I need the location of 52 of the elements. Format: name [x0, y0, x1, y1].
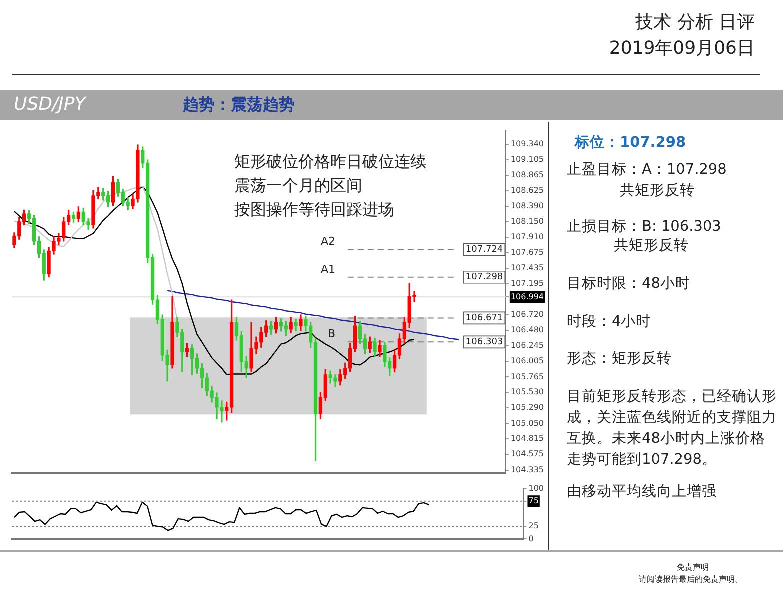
- y-tick-label: 109.340: [510, 140, 544, 149]
- y-tick-label: 105.290: [510, 403, 544, 412]
- text: 形态：矩形反转: [567, 350, 672, 369]
- y-tick-label: 107.675: [510, 248, 544, 257]
- y-tick-label: 108.865: [510, 170, 544, 180]
- y-tick-label: 105.530: [510, 388, 544, 397]
- y-tick-label: 107.435: [510, 264, 544, 273]
- ref-line-label: 106.671: [466, 314, 504, 324]
- text: 时段：4小时: [567, 313, 652, 332]
- y-tick-label: 106.245: [510, 341, 544, 350]
- text: 2019年09月06日: [609, 37, 755, 60]
- ref-line-label: 107.724: [466, 245, 504, 256]
- y-tick-label: 109.105: [510, 154, 544, 164]
- text: 止损目标：B: 106.303: [567, 218, 722, 237]
- y-tick-label: 106.994: [510, 292, 544, 302]
- text: 标位：107.298: [575, 134, 686, 153]
- text: 技术 分析 日评: [636, 11, 755, 34]
- y-tick-label: 104.575: [510, 450, 544, 459]
- text: 共矩形反转: [614, 237, 689, 256]
- y-tick-label: 100: [528, 484, 544, 493]
- annotation: A1: [320, 262, 336, 276]
- chart-title: USD/JPY: [14, 94, 86, 115]
- annotation: 矩形破位价格昨日破位连续: [234, 152, 426, 171]
- y-tick-label: 106.720: [510, 310, 544, 320]
- y-tick-label: 108.625: [510, 186, 544, 196]
- y-tick-label: 25: [528, 522, 539, 531]
- text: 共矩形反转: [620, 182, 695, 201]
- y-tick-label: 108.150: [510, 217, 544, 226]
- annotation: 震荡一个月的区间: [234, 176, 362, 195]
- ref-line-label: 107.298: [466, 272, 504, 283]
- ref-line-label: 106.303: [466, 338, 504, 348]
- chart-subtitle: 趋势：震荡趋势: [183, 95, 295, 116]
- y-tick-label: 107.910: [510, 232, 544, 242]
- text: 由移动平均线向上增强: [567, 483, 717, 502]
- y-tick-label: 105.050: [510, 418, 544, 428]
- text: 请阅读报告最后的免责声明。: [639, 574, 743, 585]
- y-tick-label: 0: [528, 534, 534, 544]
- y-tick-label: 106.005: [510, 356, 544, 366]
- y-tick-label: 105.765: [510, 372, 544, 382]
- text: 止盈目标：A：107.298: [567, 161, 727, 180]
- text: 免责声明: [677, 562, 709, 573]
- text: 目前矩形反转形态，已经确认形成，关注蓝色线附近的支撑阻力互换。未来48小时内上涨价格走势可能到107.298。: [567, 388, 778, 470]
- annotation: 按图操作等待回踩进场: [234, 200, 394, 219]
- y-tick-label: 104.815: [510, 434, 544, 444]
- y-tick-label: 106.480: [510, 326, 544, 335]
- annotation: A2: [320, 235, 336, 248]
- y-tick-label: 108.390: [510, 201, 544, 210]
- y-tick-label: 107.195: [510, 279, 544, 288]
- annotation: B: [328, 328, 336, 341]
- y-tick-label: 75: [528, 496, 539, 506]
- y-tick-label: 104.335: [510, 465, 544, 474]
- text: 目标时限：48小时: [567, 275, 690, 294]
